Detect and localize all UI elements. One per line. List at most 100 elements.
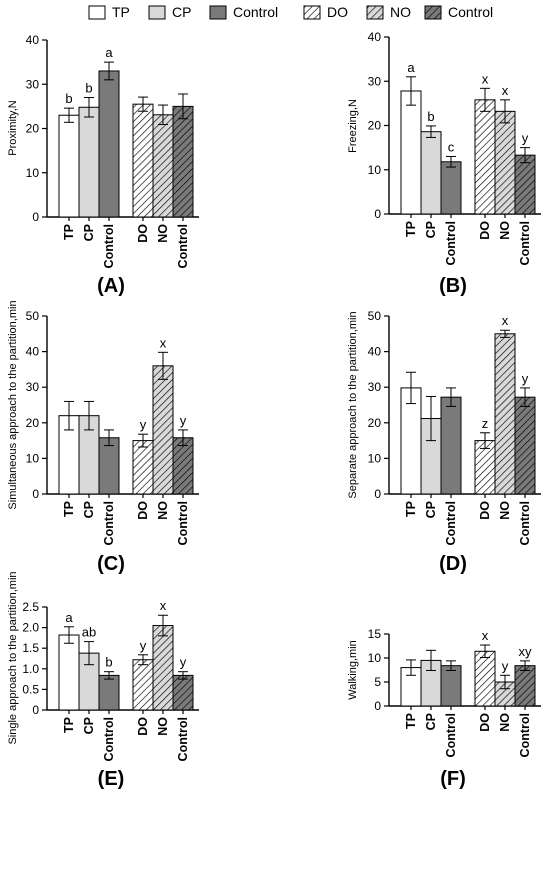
bar-tp-0 <box>58 634 80 711</box>
legend-label-no: NO <box>390 4 411 20</box>
legend-item-cp: CP <box>148 4 191 20</box>
bar-cp-1 <box>420 131 442 215</box>
y-tick-label: 1.0 <box>22 662 39 676</box>
bar-control-2 <box>440 665 462 707</box>
y-tick-label: 0 <box>32 487 39 501</box>
significance-label: z <box>482 416 489 431</box>
bar-control-5 <box>172 437 194 495</box>
x-tick-label: DO <box>136 717 150 736</box>
significance-label: b <box>65 91 72 106</box>
x-tick-label: TP <box>62 717 76 733</box>
legend-label-tp: TP <box>112 4 130 20</box>
y-tick-label: 20 <box>368 119 382 133</box>
x-tick-label: Control <box>518 713 532 757</box>
bar-control-2 <box>440 161 462 215</box>
chart-panel-a: 0 10 20 30 40 Proximity,N b TP b CP a Control DO NO Co… <box>7 33 199 297</box>
y-tick-label: 40 <box>368 345 382 359</box>
significance-label: a <box>65 610 73 625</box>
legend-swatch-no <box>366 5 384 20</box>
y-tick-label: 30 <box>368 74 382 88</box>
x-tick-label: DO <box>478 221 492 240</box>
y-tick-label: 2.0 <box>22 621 39 635</box>
legend-item-tp: TP <box>88 4 130 20</box>
x-tick-label: CP <box>424 221 438 238</box>
x-tick-label: NO <box>498 501 512 520</box>
x-tick-label: Control <box>102 717 116 761</box>
x-tick-label: Control <box>176 717 190 761</box>
panel-label: (F) <box>440 768 466 790</box>
chart-panel-c: 0 10 20 30 40 50 Simultaneous approach to the … <box>7 300 199 575</box>
x-tick-label: CP <box>424 501 438 518</box>
y-tick-label: 0 <box>32 703 39 717</box>
x-tick-label: Control <box>176 501 190 545</box>
bar-cp-1 <box>78 106 100 218</box>
x-tick-label: Control <box>444 221 458 265</box>
legend-label-control: Control <box>233 4 278 20</box>
y-axis-title: Freezing,N <box>347 99 359 153</box>
y-tick-label: 30 <box>26 380 40 394</box>
bar-do-3 <box>474 650 496 707</box>
bar-no-4 <box>152 114 174 218</box>
y-tick-label: 50 <box>26 309 40 323</box>
x-tick-label: NO <box>498 221 512 240</box>
y-tick-label: 0.5 <box>22 682 39 696</box>
y-tick-label: 20 <box>26 416 40 430</box>
x-tick-label: Control <box>444 501 458 545</box>
x-tick-label: DO <box>136 224 150 243</box>
significance-label: a <box>105 45 113 60</box>
legend-label-cp: CP <box>172 4 191 20</box>
y-tick-label: 30 <box>26 77 40 91</box>
bar-no-4 <box>494 333 516 495</box>
bar-no-4 <box>152 365 174 495</box>
significance-label: b <box>85 81 92 96</box>
bar-control-2 <box>98 437 120 495</box>
x-tick-label: TP <box>62 501 76 517</box>
y-tick-label: 10 <box>26 166 40 180</box>
legend-item-control: Control <box>209 4 278 20</box>
significance-label: y <box>522 371 529 386</box>
legend-item-no: NO <box>366 4 411 20</box>
x-tick-label: NO <box>498 713 512 732</box>
x-tick-label: CP <box>82 224 96 241</box>
panel-label: (E) <box>98 768 125 790</box>
panel-label: (A) <box>97 275 125 297</box>
significance-label: y <box>140 638 147 653</box>
bar-do-3 <box>132 659 154 711</box>
bar-control-2 <box>98 70 120 218</box>
x-tick-label: TP <box>404 221 418 237</box>
y-tick-label: 1.5 <box>22 641 39 655</box>
legend-swatch-control <box>209 5 227 20</box>
significance-label: x <box>502 313 509 328</box>
y-axis-title: Walking,min <box>347 640 359 700</box>
y-tick-label: 40 <box>26 33 40 47</box>
x-tick-label: Control <box>444 713 458 757</box>
x-tick-label: DO <box>478 501 492 520</box>
x-tick-label: Control <box>518 501 532 545</box>
bar-no-4 <box>152 625 174 711</box>
y-tick-label: 20 <box>26 122 40 136</box>
significance-label: y <box>180 413 187 428</box>
panel-label: (C) <box>97 553 125 575</box>
x-tick-label: CP <box>82 501 96 518</box>
y-tick-label: 15 <box>368 627 382 641</box>
x-tick-label: TP <box>404 501 418 517</box>
x-tick-label: Control <box>176 224 190 268</box>
significance-label: x <box>160 335 167 350</box>
y-tick-label: 2.5 <box>22 600 39 614</box>
x-tick-label: CP <box>424 713 438 730</box>
significance-label: b <box>427 109 434 124</box>
significance-label: y <box>180 655 187 670</box>
significance-label: x <box>160 598 167 613</box>
x-tick-label: TP <box>404 713 418 729</box>
bar-do-3 <box>132 440 154 495</box>
x-tick-label: TP <box>62 224 76 240</box>
legend-swatch-cp <box>148 5 166 20</box>
legend-swatch-do <box>303 5 321 20</box>
x-tick-label: DO <box>478 713 492 732</box>
significance-label: xy <box>519 644 533 659</box>
legend-swatch-control-hatched <box>424 5 442 20</box>
y-tick-label: 0 <box>32 210 39 224</box>
bar-do-3 <box>132 103 154 218</box>
significance-label: c <box>448 139 455 154</box>
